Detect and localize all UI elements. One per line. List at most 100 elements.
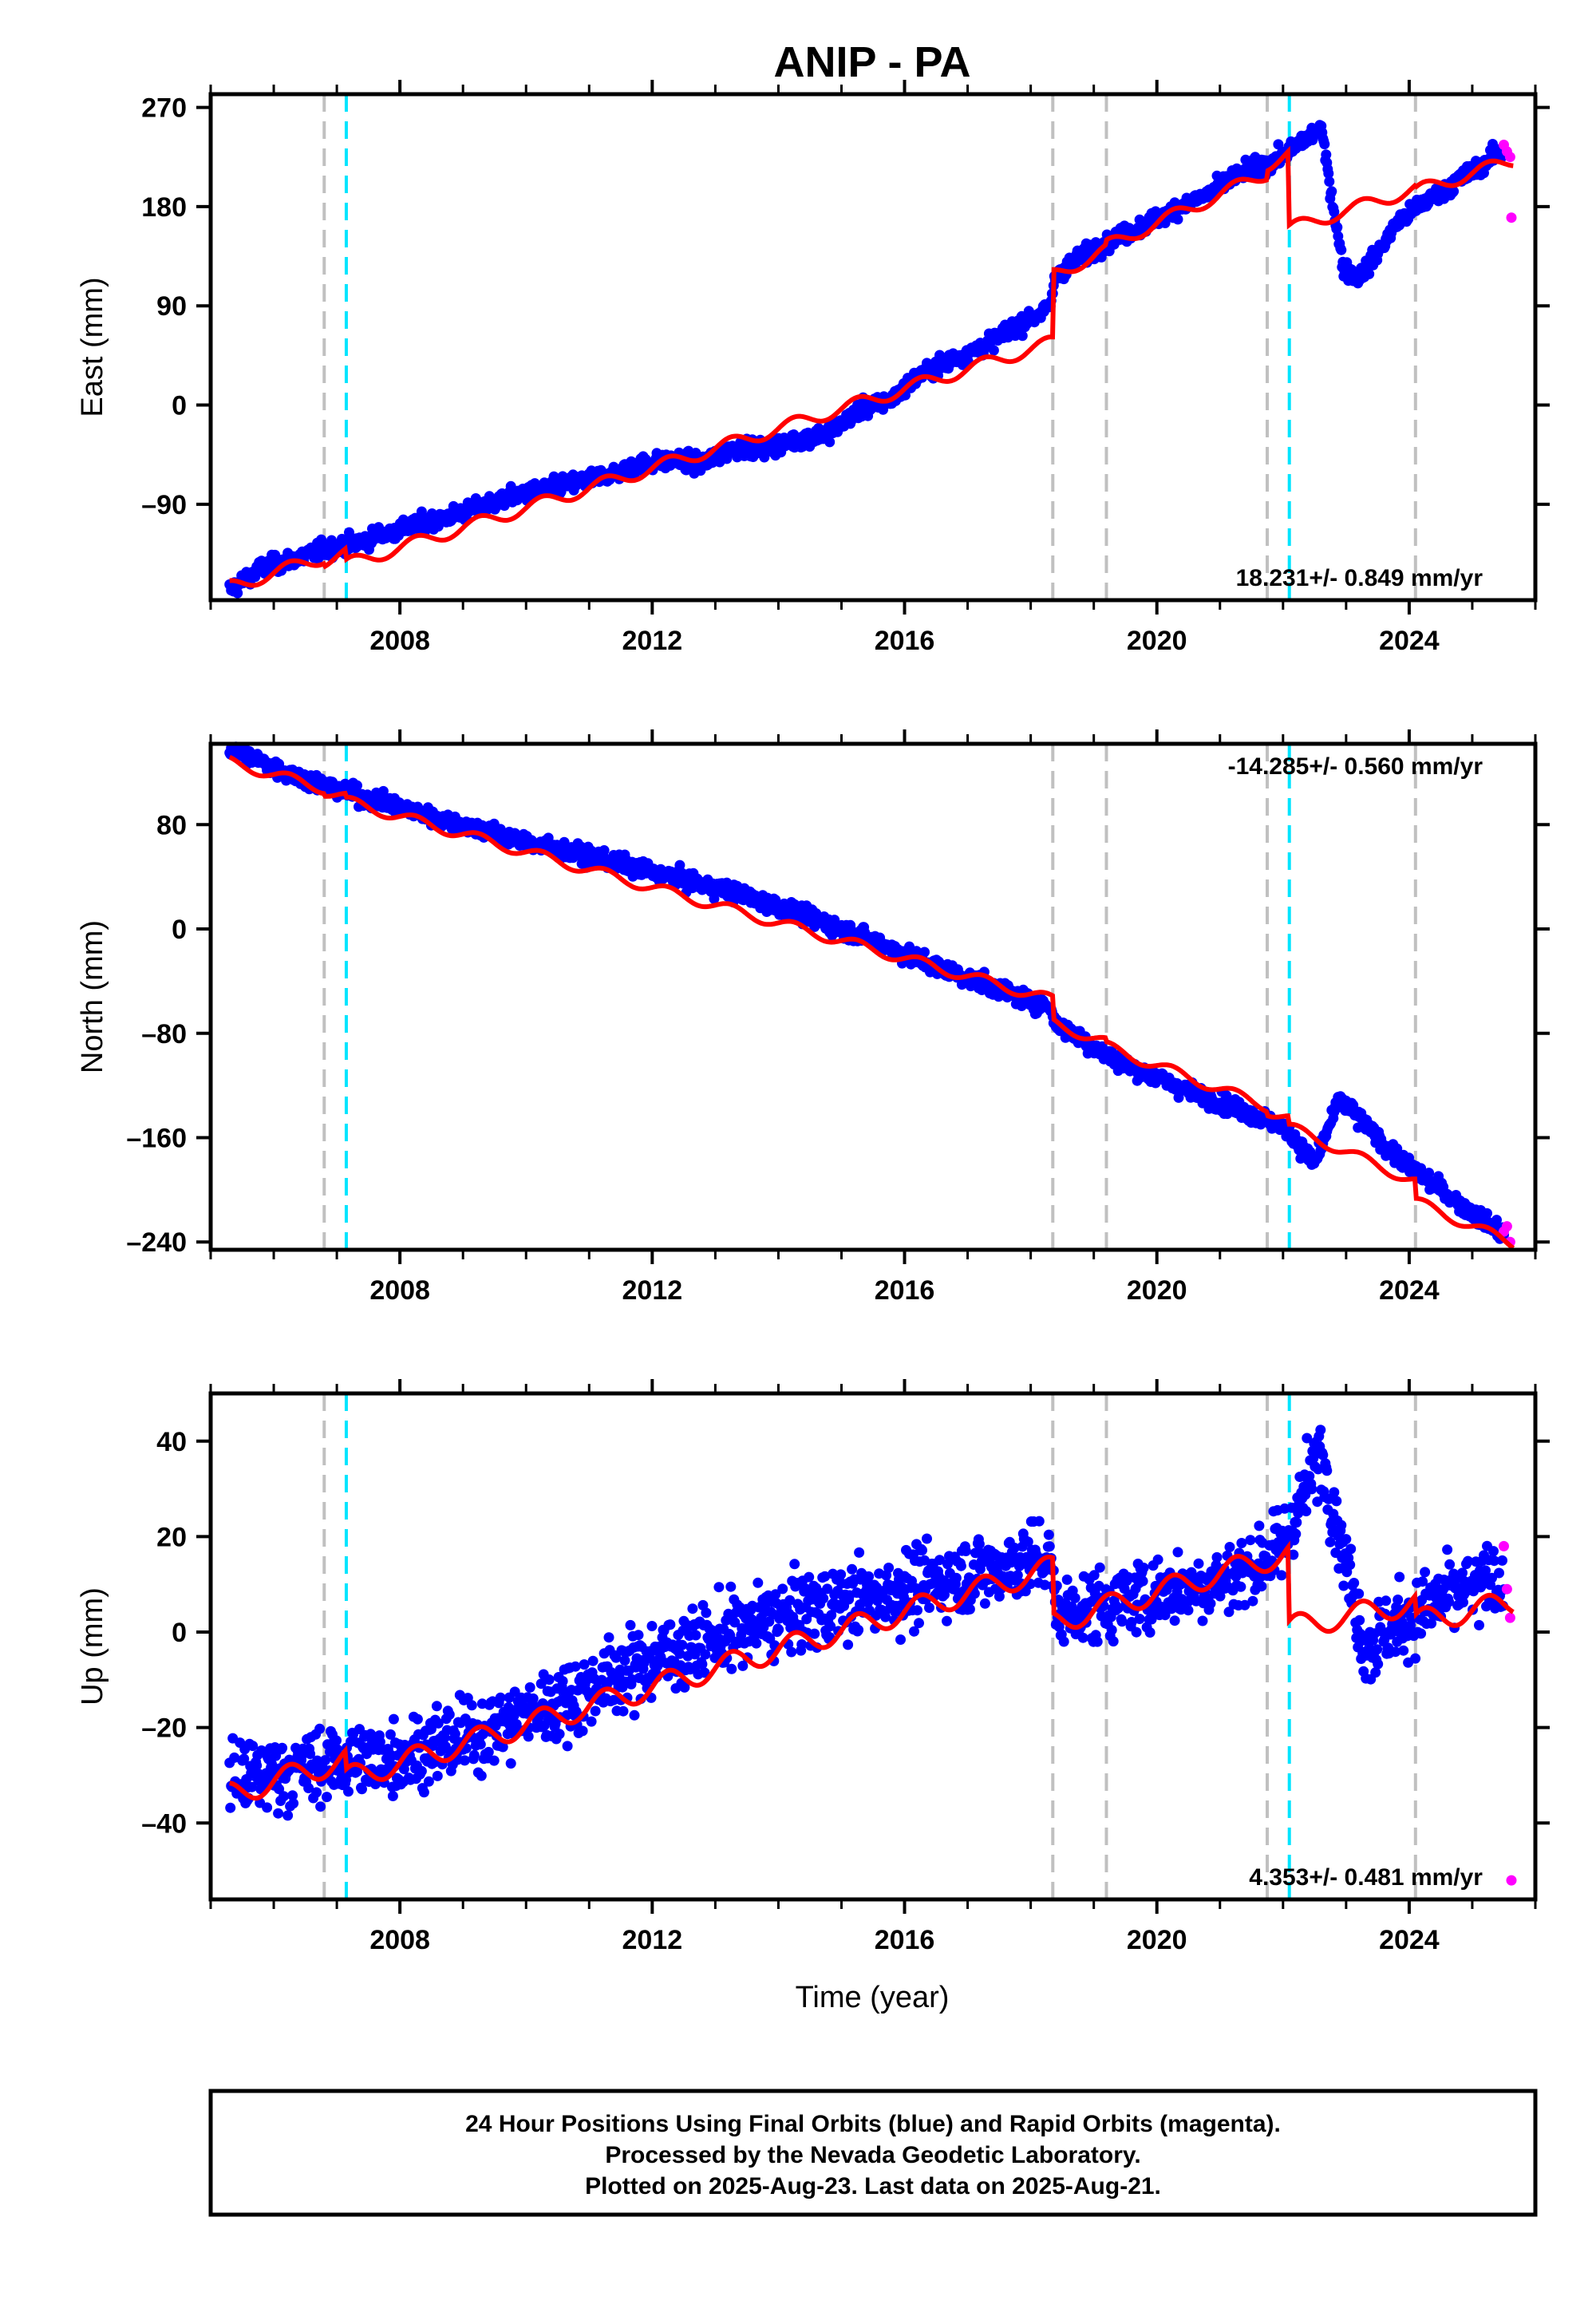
final-orbit-point bbox=[646, 1621, 658, 1631]
final-orbit-point bbox=[314, 1723, 326, 1734]
final-orbit-point bbox=[1183, 1605, 1194, 1616]
final-orbit-point bbox=[1152, 1554, 1163, 1565]
final-orbit-point bbox=[633, 1630, 644, 1641]
final-orbit-point bbox=[331, 1735, 342, 1746]
final-orbit-point bbox=[922, 1533, 932, 1544]
final-orbit-point bbox=[974, 1539, 985, 1550]
final-orbit-point bbox=[1094, 1562, 1105, 1573]
final-orbit-point bbox=[488, 1755, 500, 1766]
final-orbit-point bbox=[387, 1791, 398, 1801]
final-orbit-point bbox=[590, 1705, 601, 1717]
final-orbit-point bbox=[1211, 1551, 1223, 1563]
final-orbit-point bbox=[523, 1731, 534, 1742]
final-orbit-point bbox=[1353, 1588, 1365, 1599]
final-orbit-point bbox=[853, 1624, 864, 1635]
rapid-orbit-point bbox=[1506, 212, 1517, 223]
final-orbit-point bbox=[912, 1605, 922, 1616]
final-orbit-point bbox=[804, 1571, 815, 1583]
final-orbit-point bbox=[1276, 1570, 1287, 1581]
x-tick-label: 2012 bbox=[622, 626, 683, 656]
y-tick-label: 270 bbox=[141, 93, 187, 124]
final-orbit-point bbox=[1488, 1546, 1499, 1557]
final-orbit-point bbox=[247, 1741, 259, 1752]
y-tick-label: 80 bbox=[156, 810, 187, 840]
final-orbit-point bbox=[1319, 139, 1330, 150]
final-orbit-point bbox=[388, 1713, 399, 1725]
final-orbit-point bbox=[1345, 1543, 1357, 1555]
final-orbit-point bbox=[1193, 1558, 1204, 1569]
final-orbit-point bbox=[979, 1598, 990, 1609]
final-orbit-point bbox=[475, 1739, 486, 1750]
final-orbit-point bbox=[883, 1563, 895, 1573]
final-orbit-point bbox=[950, 1572, 962, 1583]
plot-background bbox=[211, 744, 1535, 1250]
final-orbit-point bbox=[277, 1742, 288, 1753]
final-orbit-point bbox=[796, 1639, 808, 1650]
final-orbit-point bbox=[786, 1646, 797, 1658]
final-orbit-point bbox=[1398, 1645, 1409, 1656]
final-orbit-point bbox=[677, 1639, 688, 1650]
final-orbit-point bbox=[960, 1546, 971, 1556]
final-orbit-point bbox=[1092, 1636, 1103, 1647]
final-orbit-point bbox=[726, 1663, 737, 1674]
final-orbit-point bbox=[1224, 1542, 1235, 1552]
final-orbit-point bbox=[1144, 1627, 1156, 1638]
final-orbit-point bbox=[322, 1792, 332, 1803]
final-orbit-point bbox=[836, 1569, 847, 1580]
final-orbit-point bbox=[1323, 168, 1334, 179]
x-tick-label: 2020 bbox=[1127, 626, 1187, 656]
rapid-orbit-point bbox=[1501, 1583, 1512, 1595]
final-orbit-point bbox=[1321, 149, 1332, 160]
final-orbit-point bbox=[282, 1810, 294, 1821]
final-orbit-point bbox=[687, 1603, 698, 1614]
x-tick-label: 2012 bbox=[622, 1275, 683, 1306]
final-orbit-point bbox=[988, 345, 999, 356]
final-orbit-point bbox=[352, 780, 362, 791]
model-fit-line bbox=[229, 145, 1514, 588]
final-orbit-point bbox=[543, 1674, 555, 1686]
final-orbit-point bbox=[1235, 1581, 1246, 1592]
final-orbit-point bbox=[1497, 1555, 1507, 1566]
final-orbit-point bbox=[924, 1603, 934, 1613]
final-orbit-point bbox=[619, 1655, 630, 1666]
final-orbit-point bbox=[1058, 1636, 1069, 1647]
final-orbit-point bbox=[1442, 1544, 1453, 1555]
y-axis-label: North (mm) bbox=[76, 920, 109, 1073]
final-orbit-point bbox=[1033, 1516, 1045, 1527]
final-orbit-point bbox=[629, 1709, 640, 1721]
final-orbit-point bbox=[917, 1545, 927, 1555]
y-axis-label: East (mm) bbox=[76, 277, 109, 417]
x-tick-label: 2016 bbox=[875, 1275, 935, 1306]
final-orbit-point bbox=[505, 1758, 516, 1769]
velocity-annotation: 18.231+/- 0.849 mm/yr bbox=[1236, 565, 1483, 591]
final-orbit-point bbox=[1329, 207, 1340, 217]
final-orbit-point bbox=[1474, 1619, 1484, 1630]
final-orbit-point bbox=[412, 1713, 423, 1725]
final-orbit-point bbox=[1131, 1626, 1142, 1638]
final-orbit-point bbox=[1069, 1592, 1080, 1603]
final-orbit-point bbox=[577, 1725, 588, 1737]
final-orbit-point bbox=[1137, 1575, 1148, 1587]
final-orbit-point bbox=[311, 1787, 322, 1798]
final-orbit-point bbox=[432, 1770, 443, 1781]
final-orbit-point bbox=[1381, 1595, 1392, 1607]
final-orbit-point bbox=[713, 1582, 725, 1593]
final-orbit-point bbox=[1172, 1547, 1183, 1558]
velocity-annotation: -14.285+/- 0.560 mm/yr bbox=[1228, 753, 1483, 780]
final-orbit-point bbox=[554, 1729, 565, 1740]
final-orbit-point bbox=[665, 1619, 676, 1630]
final-orbit-point bbox=[557, 1676, 568, 1686]
final-orbit-point bbox=[1106, 1625, 1117, 1635]
final-orbit-point bbox=[1448, 186, 1460, 197]
y-tick-label: –90 bbox=[141, 490, 187, 520]
final-orbit-point bbox=[1349, 1578, 1360, 1588]
final-orbit-point bbox=[1205, 1598, 1216, 1609]
plot-background bbox=[211, 1393, 1535, 1899]
final-orbit-point bbox=[1254, 1520, 1265, 1531]
y-tick-label: 90 bbox=[156, 291, 187, 322]
final-orbit-point bbox=[725, 1581, 737, 1592]
final-orbit-point bbox=[942, 1615, 952, 1626]
final-orbit-point bbox=[423, 1776, 434, 1787]
final-orbit-point bbox=[1315, 1425, 1326, 1436]
